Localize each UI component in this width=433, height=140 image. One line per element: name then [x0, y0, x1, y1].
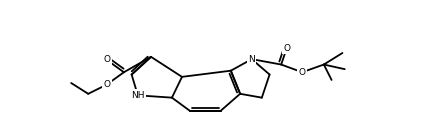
Text: O: O [283, 44, 290, 53]
Text: O: O [299, 68, 306, 77]
Text: O: O [103, 80, 110, 89]
Text: NH: NH [131, 91, 145, 100]
Text: O: O [103, 55, 110, 64]
Text: N: N [249, 55, 255, 64]
